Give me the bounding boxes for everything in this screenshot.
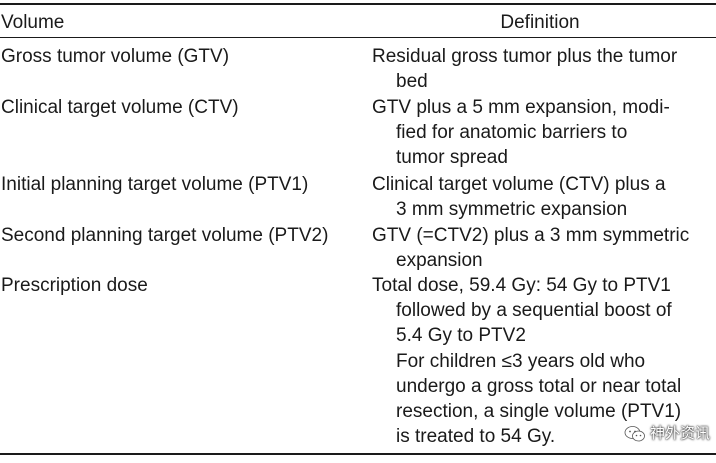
definition-line: expansion xyxy=(396,250,483,272)
definition-line: undergo a gross total or near total xyxy=(396,375,682,397)
row-prescription-definition: Total dose, 59.4 Gy: 54 Gy to PTV1 follo… xyxy=(372,273,712,449)
row-ptv1-definition: Clinical target volume (CTV) plus a 3 mm… xyxy=(372,172,712,222)
row-ptv2-volume: Second planning target volume (PTV2) xyxy=(1,225,329,246)
header-rule xyxy=(0,37,716,38)
watermark: 神外资讯 xyxy=(624,424,710,444)
row-ctv-definition: GTV plus a 5 mm expansion, modi- fied fo… xyxy=(372,95,712,171)
definition-line: is treated to 54 Gy. xyxy=(396,426,556,448)
definition-line: resection, a single volume (PTV1) xyxy=(396,401,682,423)
definition-line: 3 mm symmetric expansion xyxy=(396,199,628,221)
definition-line: Total dose, 59.4 Gy: 54 Gy to PTV1 xyxy=(372,275,671,296)
row-gtv-definition: Residual gross tumor plus the tumor bed xyxy=(372,44,712,94)
definition-line: GTV (=CTV2) plus a 3 mm symmetric xyxy=(372,225,690,246)
table-top-rule xyxy=(0,3,716,5)
definition-line: fied for anatomic barriers to xyxy=(396,122,628,144)
row-ptv2-definition: GTV (=CTV2) plus a 3 mm symmetric expans… xyxy=(372,223,712,273)
row-ptv1-volume: Initial planning target volume (PTV1) xyxy=(1,174,309,195)
definition-line: Clinical target volume (CTV) plus a xyxy=(372,174,666,195)
definition-line: bed xyxy=(396,71,428,93)
definition-line: GTV plus a 5 mm expansion, modi- xyxy=(372,97,670,118)
row-gtv-volume: Gross tumor volume (GTV) xyxy=(1,46,230,67)
definition-line: followed by a sequential boost of xyxy=(396,300,672,322)
watermark-text: 神外资讯 xyxy=(649,425,710,442)
definition-line: For children ≤3 years old who xyxy=(396,350,646,372)
header-volume: Volume xyxy=(1,12,65,33)
row-prescription-volume: Prescription dose xyxy=(1,275,148,296)
header-definition: Definition xyxy=(500,12,580,33)
definition-line: tumor spread xyxy=(396,147,508,169)
definition-line: Residual gross tumor plus the tumor xyxy=(372,46,678,67)
table-bottom-rule xyxy=(0,453,716,455)
wechat-icon xyxy=(624,425,646,443)
definition-line: 5.4 Gy to PTV2 xyxy=(396,325,526,347)
row-ctv-volume: Clinical target volume (CTV) xyxy=(1,97,239,118)
